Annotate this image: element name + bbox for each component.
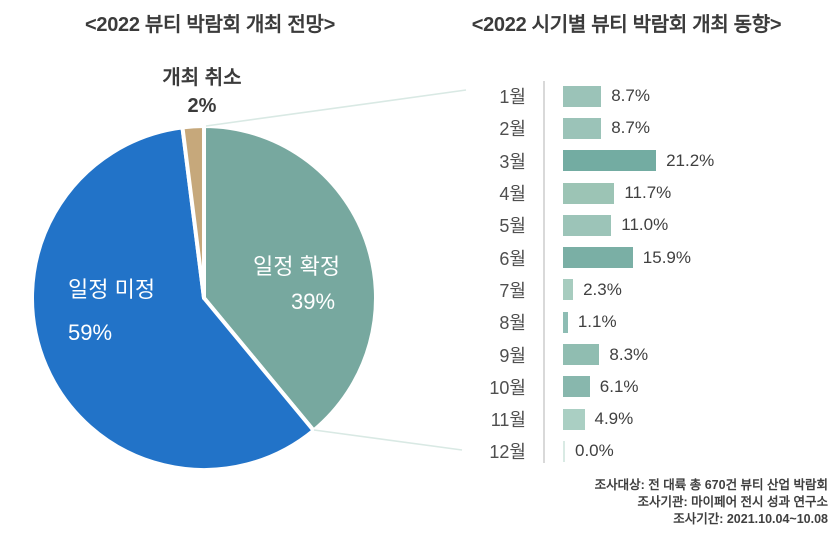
bar-row: 11월 4.9% [455,403,833,435]
bar-track: 6.1% [563,376,639,398]
bar-rect [563,117,602,139]
bar-rect [563,182,615,204]
bar-month-label: 4월 [499,184,526,205]
bar-rect [563,247,633,269]
footnote-agency: 조사기관: 마이페어 전시 성과 연구소 [637,495,828,509]
pie-confirmed-pct: 39% [291,289,336,314]
bar-track: 11.0% [563,214,669,236]
bar-track: 15.9% [563,247,691,269]
bar-month-label: 8월 [499,313,526,334]
bar-chart: 1월 8.7% 2월 8.7% 3월 21.2% 4월 11.7% 5월 11.0% 6월 15.9%… [455,80,833,468]
bar-chart-title: <2022 시기별 뷰티 박람회 개최 동향> [471,14,782,36]
pie-undecided-pct: 59% [68,320,113,345]
bar-value-label: 2.3% [583,279,622,299]
bar-value-label: 21.2% [666,150,715,170]
bar-row: 10월 6.1% [455,371,833,403]
bar-month-label: 7월 [499,280,526,301]
bar-rect [563,344,600,366]
bar-rect [563,85,602,107]
bar-month-label: 3월 [499,151,526,172]
pie-slice-1 [30,125,316,472]
pie-cancelled-label: 개최 취소 [162,67,242,89]
bar-chart-axis-line [543,81,545,463]
bar-row: 7월 2.3% [455,274,833,306]
bar-track: 11.7% [563,182,672,204]
bar-month-label: 5월 [499,216,526,237]
pie-slice-0 [202,124,378,433]
bar-rect [563,150,657,172]
bar-track: 8.7% [563,85,650,107]
bar-track: 21.2% [563,150,715,172]
bar-rect [563,279,574,301]
callout-line-top [205,89,467,127]
bar-row: 2월 8.7% [455,112,833,144]
bar-value-label: 4.9% [594,409,634,429]
bar-month-label: 9월 [499,345,526,366]
bar-month-label: 12월 [489,442,526,463]
bar-track: 4.9% [563,408,634,430]
bar-rect [563,376,590,398]
pie-chart-title: <2022 뷰티 박람회 개최 전망> [85,14,335,36]
bar-track: 0.0% [563,440,614,462]
bar-month-label: 1월 [499,87,526,108]
bar-row: 3월 21.2% [455,145,833,177]
bar-track: 8.3% [563,344,649,366]
bar-row: 8월 1.1% [455,306,833,338]
footnote-period: 조사기간: 2021.10.04~10.08 [673,512,828,526]
pie-cancelled-callout: 개최 취소 2% [132,64,272,120]
bar-rect [563,311,568,333]
survey-footnote: 조사대상: 전 대륙 총 670건 뷰티 산업 박람회 조사기관: 마이페어 전… [595,477,828,528]
bar-row: 4월 11.7% [455,177,833,209]
bar-value-label: 11.7% [624,183,672,203]
bar-track: 8.7% [563,117,650,139]
bar-track: 2.3% [563,279,622,301]
bar-row: 12월 0.0% [455,435,833,467]
bar-value-label: 8.3% [609,344,649,364]
bar-month-label: 10월 [489,377,526,398]
bar-value-label: 8.7% [611,86,650,106]
bar-value-label: 8.7% [611,118,650,138]
callout-line-bottom [313,429,463,451]
bar-rect [563,408,585,430]
pie-confirmed-label: 일정 확정 [253,254,341,279]
bar-value-label: 6.1% [599,376,639,396]
bar-row: 5월 11.0% [455,209,833,241]
bar-track: 1.1% [563,311,617,333]
bar-value-label: 11.0% [621,215,669,235]
pie-undecided-label: 일정 미정 [68,277,156,302]
bar-rect [563,440,565,462]
bar-row: 6월 15.9% [455,241,833,273]
pie-cancelled-pct: 2% [187,95,217,117]
footnote-target: 조사대상: 전 대륙 총 670건 뷰티 산업 박람회 [594,478,828,492]
bar-value-label: 0.0% [575,441,614,461]
bar-row: 9월 8.3% [455,338,833,370]
bar-month-label: 6월 [499,248,526,269]
bar-row: 1월 8.7% [455,80,833,112]
bar-month-label: 2월 [499,119,526,140]
bar-value-label: 15.9% [642,247,691,267]
bar-month-label: 11월 [490,410,526,431]
pie-slice-2 [180,124,206,300]
bar-rect [563,214,612,236]
bar-value-label: 1.1% [577,312,617,332]
